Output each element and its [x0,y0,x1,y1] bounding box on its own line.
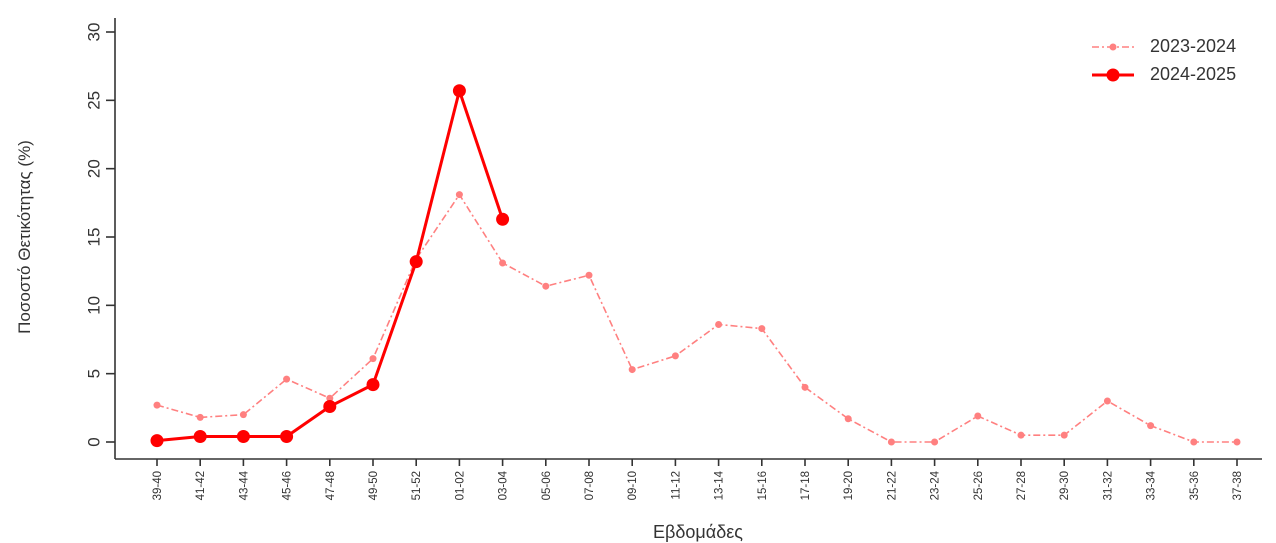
data-point [280,430,294,444]
x-tick-label: 29-30 [1059,471,1071,500]
x-tick-label: 09-10 [627,471,639,500]
y-tick-label: 25 [84,91,103,110]
series-line [156,193,1237,443]
legend-item: 2024-2025 [1092,64,1236,84]
x-tick-label: 27-28 [1016,471,1028,500]
x-tick-label: 51-52 [411,471,423,500]
data-point [1147,422,1155,430]
data-point [366,378,380,392]
data-point [153,401,161,409]
data-point [1017,431,1025,439]
data-point [193,430,207,444]
data-point [585,271,593,279]
data-point [887,438,895,446]
data-point [931,438,939,446]
data-point [844,415,852,423]
x-tick-label: 43-44 [238,470,250,500]
y-tick-label: 0 [84,437,103,446]
x-tick-label: 21-22 [886,471,898,500]
y-tick-label: 15 [84,228,103,247]
data-point [150,434,164,448]
y-tick-label: 30 [84,23,103,42]
legend-label: 2024-2025 [1150,64,1236,84]
data-point [801,383,809,391]
x-tick-label: 15-16 [757,471,769,500]
axes: 0 5 10 15 20 25 30 39-40 41-42 43-44 45-46 47-48 49-… [84,18,1262,500]
data-point [409,255,423,269]
data-point [974,412,982,420]
data-point [369,355,377,363]
data-point [542,282,550,290]
legend-marker [1106,68,1120,82]
x-tick-label: 03-04 [498,470,510,500]
y-axis-title: Ποσοστό Θετικότητας (%) [15,140,34,334]
data-point [326,394,334,402]
y-tick-label: 5 [84,369,103,378]
x-tick-label: 45-46 [282,471,294,500]
data-point [499,259,507,267]
x-tick-label: 17-18 [800,471,812,500]
data-point [236,430,250,444]
legend: 2023-2024 2024-2025 [1092,36,1236,84]
x-tick-label: 13-14 [714,470,726,500]
series-2024-2025 [150,84,510,448]
x-tick-label: 25-26 [973,471,985,500]
data-point [1233,438,1241,446]
data-point [455,191,463,199]
data-point [1060,431,1068,439]
x-tick-label: 11-12 [670,471,682,500]
data-point [758,325,766,333]
data-point [496,212,510,226]
data-point [628,366,636,374]
data-point [1103,397,1111,405]
y-tick-label: 10 [84,296,103,315]
x-axis-title: Εβδομάδες [653,522,743,542]
data-point [715,320,723,328]
data-point [671,352,679,360]
x-tick-label: 39-40 [152,471,164,500]
x-tick-label: 31-32 [1102,471,1114,500]
legend-item: 2023-2024 [1092,36,1236,56]
x-tick-label: 23-24 [930,470,942,500]
x-tick-label: 19-20 [843,471,855,500]
legend-marker [1109,43,1117,51]
x-tick-label: 35-36 [1189,471,1201,500]
series-layer [150,84,1241,448]
legend-label: 2023-2024 [1150,36,1236,56]
series-2023-2024 [153,191,1241,446]
data-point [452,84,466,98]
series-line [156,89,505,443]
data-point [239,411,247,419]
data-point [283,375,291,383]
data-point [196,413,204,421]
data-point [1190,438,1198,446]
x-tick-label: 41-42 [195,471,207,500]
x-tick-label: 49-50 [368,471,380,500]
y-tick-label: 20 [84,159,103,178]
x-tick-label: 47-48 [325,471,337,500]
x-tick-label: 37-38 [1232,471,1244,500]
x-tick-label: 05-06 [541,471,553,500]
x-tick-label: 01-02 [454,471,466,500]
x-tick-label: 33-34 [1146,470,1158,500]
data-point [323,399,337,413]
x-tick-label: 07-08 [584,471,596,500]
